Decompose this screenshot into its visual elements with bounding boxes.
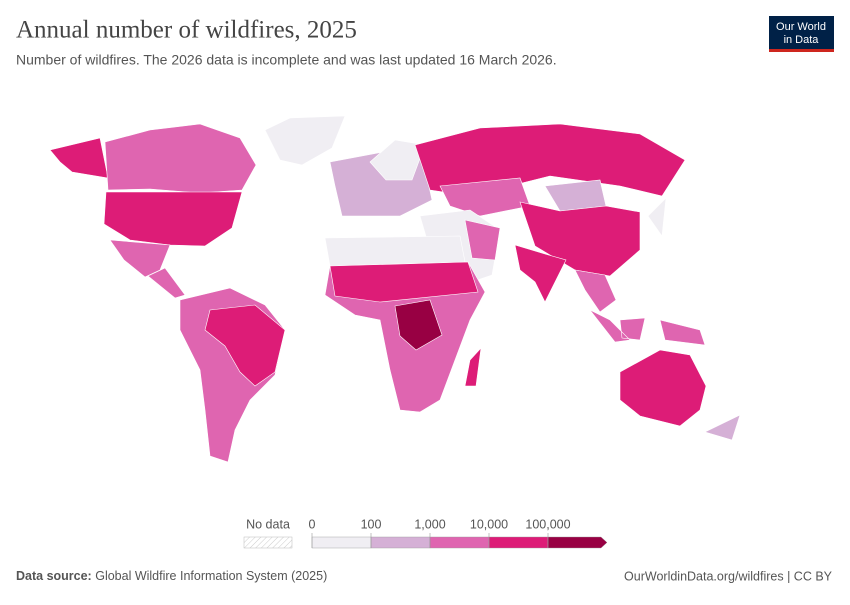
- scandinavia: [369, 139, 426, 181]
- central-america: [147, 267, 186, 299]
- new-zealand: [704, 414, 741, 441]
- logo-text: Our World: [776, 21, 826, 33]
- legend-bin: [547, 536, 608, 549]
- legend-bin: [429, 536, 490, 549]
- greenland: [264, 115, 346, 166]
- kazakhstan: [439, 177, 531, 217]
- brazil: [204, 304, 286, 387]
- india: [514, 244, 567, 303]
- sahel: [329, 261, 479, 303]
- mexico: [109, 239, 171, 278]
- legend-tick-label: 1,000: [414, 517, 445, 531]
- source-link[interactable]: OurWorldinData.org/wildfires | CC BY: [624, 569, 833, 583]
- legend: No data 0 100 1,000 10,000 100,000: [243, 517, 608, 549]
- world-map: [49, 115, 741, 463]
- legend-bin: [311, 536, 372, 549]
- logo-underline: [769, 49, 834, 52]
- no-data-swatch: [243, 536, 293, 549]
- legend-bin: [488, 536, 549, 549]
- logo-box: [769, 16, 834, 50]
- legend-tick-label: 10,000: [470, 517, 508, 531]
- no-data-label: No data: [246, 517, 290, 531]
- alaska: [49, 137, 109, 179]
- mongolia: [544, 179, 607, 212]
- logo-text: in Data: [784, 34, 820, 46]
- logo[interactable]: Our World in Data: [769, 16, 834, 52]
- north-africa: [324, 235, 466, 267]
- legend-tick-label: 0: [309, 517, 316, 531]
- legend-tick-label: 100,000: [525, 517, 570, 531]
- legend-bin: [370, 536, 431, 549]
- iran: [464, 219, 501, 261]
- title: Annual number of wildfires, 2025: [16, 17, 357, 44]
- indonesia: [589, 309, 706, 346]
- madagascar: [464, 347, 482, 387]
- china: [519, 201, 641, 277]
- source: Data source: Global Wildfire Information…: [16, 569, 327, 583]
- source-text: Global Wildfire Information System (2025…: [95, 569, 327, 583]
- australia: [619, 349, 707, 427]
- legend-tick-label: 100: [361, 517, 382, 531]
- southeast-asia: [574, 269, 617, 313]
- dr-congo: [394, 299, 443, 351]
- source-label: Data source:: [16, 569, 92, 583]
- canada: [104, 123, 257, 194]
- usa: [103, 191, 243, 247]
- subtitle: Number of wildfires. The 2026 data is in…: [16, 52, 557, 68]
- japan: [647, 197, 667, 237]
